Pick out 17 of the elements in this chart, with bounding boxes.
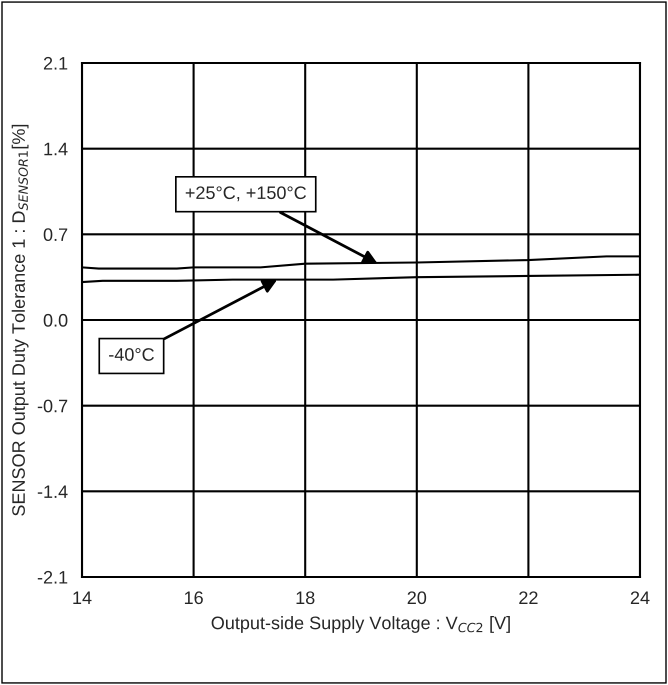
x-axis-title: Output-side Supply Voltage : V$_{CC2}$ [V] [212, 616, 510, 633]
y-tick-label: -2.1 [38, 570, 68, 584]
y-tick-label: 0.7 [44, 228, 68, 242]
y-tick-label: 2.1 [44, 56, 68, 70]
y-tick-label: 0.0 [44, 314, 68, 327]
x-tick-label: 20 [408, 591, 426, 604]
y-tick-label: 1.4 [44, 142, 68, 156]
y-tick-label: -0.7 [38, 400, 68, 412]
annotation: -40°C [109, 348, 154, 361]
x-tick-label: 16 [184, 591, 203, 604]
x-tick-label: 18 [296, 591, 314, 604]
x-tick-label: 22 [519, 591, 538, 604]
x-tick-label: 14 [73, 592, 92, 604]
x-tick-label: 24 [630, 591, 650, 604]
annotation: +25°C, +150°C [186, 186, 306, 202]
y-tick-label: -1.4 [38, 485, 68, 498]
y-axis-title: SENSOR Output Duty Tolerance 1 : D$_{SENSOR1}$[%] [12, 124, 29, 516]
